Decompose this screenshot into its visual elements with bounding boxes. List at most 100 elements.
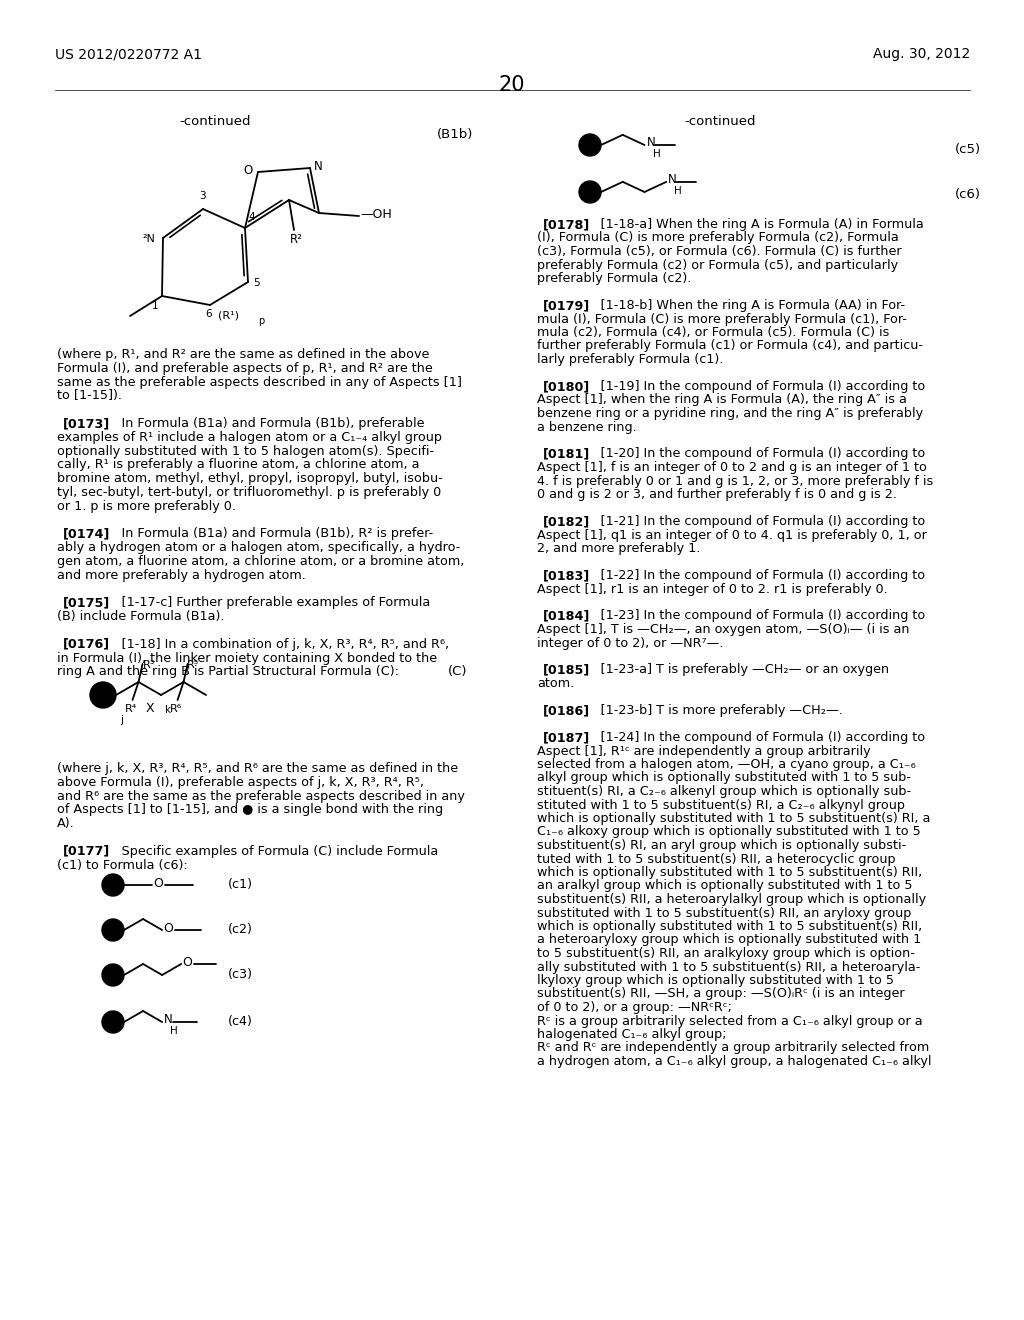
Text: 1: 1 — [152, 301, 159, 312]
Text: [1-20] In the compound of Formula (I) according to: [1-20] In the compound of Formula (I) ac… — [574, 447, 925, 461]
Text: O: O — [182, 956, 193, 969]
Text: N: N — [314, 160, 323, 173]
Text: -continued: -continued — [684, 115, 756, 128]
Text: In Formula (B1a) and Formula (B1b), preferable: In Formula (B1a) and Formula (B1b), pref… — [96, 417, 424, 430]
Text: substituent(s) RII, —SH, a group: —S(O)ᵢRᶜ (i is an integer: substituent(s) RII, —SH, a group: —S(O)ᵢ… — [537, 987, 904, 1001]
Text: 20: 20 — [499, 75, 525, 95]
Text: [0180]: [0180] — [543, 380, 590, 393]
Text: Aspect [1], r1 is an integer of 0 to 2. r1 is preferably 0.: Aspect [1], r1 is an integer of 0 to 2. … — [537, 582, 888, 595]
Text: H: H — [170, 1026, 178, 1036]
Text: tyl, sec-butyl, tert-butyl, or trifluoromethyl. p is preferably 0: tyl, sec-butyl, tert-butyl, or trifluoro… — [57, 486, 441, 499]
Text: [0176]: [0176] — [62, 638, 110, 651]
Text: substituent(s) RII, a heteroarylalkyl group which is optionally: substituent(s) RII, a heteroarylalkyl gr… — [537, 894, 926, 906]
Text: (c1) to Formula (c6):: (c1) to Formula (c6): — [57, 858, 187, 871]
Text: larly preferably Formula (c1).: larly preferably Formula (c1). — [537, 352, 723, 366]
Text: which is optionally substituted with 1 to 5 substituent(s) RI, a: which is optionally substituted with 1 t… — [537, 812, 931, 825]
Text: (c4): (c4) — [228, 1015, 253, 1028]
Text: selected from a halogen atom, —OH, a cyano group, a C₁₋₆: selected from a halogen atom, —OH, a cya… — [537, 758, 915, 771]
Text: alkyl group which is optionally substituted with 1 to 5 sub-: alkyl group which is optionally substitu… — [537, 771, 911, 784]
Text: (c2): (c2) — [228, 923, 253, 936]
Circle shape — [102, 919, 124, 941]
Text: a benzene ring.: a benzene ring. — [537, 421, 637, 433]
Text: O: O — [163, 921, 173, 935]
Text: which is optionally substituted with 1 to 5 substituent(s) RII,: which is optionally substituted with 1 t… — [537, 920, 923, 933]
Text: Formula (I), and preferable aspects of p, R¹, and R² are the: Formula (I), and preferable aspects of p… — [57, 362, 433, 375]
Text: [0182]: [0182] — [543, 515, 590, 528]
Text: k: k — [165, 705, 171, 715]
Circle shape — [579, 181, 601, 203]
Text: (c3): (c3) — [228, 968, 253, 981]
Text: [0178]: [0178] — [543, 218, 590, 231]
Text: 6: 6 — [205, 309, 212, 319]
Text: [1-21] In the compound of Formula (I) according to: [1-21] In the compound of Formula (I) ac… — [574, 515, 925, 528]
Text: above Formula (I), preferable aspects of j, k, X, R³, R⁴, R⁵,: above Formula (I), preferable aspects of… — [57, 776, 424, 789]
Text: ²N: ²N — [143, 234, 156, 244]
Text: —OH: —OH — [360, 209, 392, 220]
Text: halogenated C₁₋₆ alkyl group;: halogenated C₁₋₆ alkyl group; — [537, 1028, 727, 1041]
Text: Aspect [1], R¹ᶜ are independently a group arbitrarily: Aspect [1], R¹ᶜ are independently a grou… — [537, 744, 870, 758]
Text: preferably Formula (c2).: preferably Formula (c2). — [537, 272, 691, 285]
Text: [1-23-b] T is more preferably —CH₂—.: [1-23-b] T is more preferably —CH₂—. — [574, 704, 843, 717]
Text: [1-23] In the compound of Formula (I) according to: [1-23] In the compound of Formula (I) ac… — [574, 610, 925, 623]
Text: [0186]: [0186] — [543, 704, 590, 717]
Text: Rᶜ and Rᶜ are independently a group arbitrarily selected from: Rᶜ and Rᶜ are independently a group arbi… — [537, 1041, 929, 1055]
Text: (I), Formula (C) is more preferably Formula (c2), Formula: (I), Formula (C) is more preferably Form… — [537, 231, 899, 244]
Text: H: H — [652, 149, 660, 158]
Text: 4: 4 — [248, 213, 255, 222]
Text: (B1b): (B1b) — [437, 128, 473, 141]
Text: R⁵: R⁵ — [186, 660, 199, 671]
Text: [1-19] In the compound of Formula (I) according to: [1-19] In the compound of Formula (I) ac… — [574, 380, 925, 393]
Text: further preferably Formula (c1) or Formula (c4), and particu-: further preferably Formula (c1) or Formu… — [537, 339, 923, 352]
Text: N: N — [646, 136, 655, 149]
Text: and more preferably a hydrogen atom.: and more preferably a hydrogen atom. — [57, 569, 306, 582]
Text: H: H — [674, 186, 682, 195]
Text: a hydrogen atom, a C₁₋₆ alkyl group, a halogenated C₁₋₆ alkyl: a hydrogen atom, a C₁₋₆ alkyl group, a h… — [537, 1055, 932, 1068]
Text: stituted with 1 to 5 substituent(s) RI, a C₂₋₆ alkynyl group: stituted with 1 to 5 substituent(s) RI, … — [537, 799, 905, 812]
Text: integer of 0 to 2), or —NR⁷—.: integer of 0 to 2), or —NR⁷—. — [537, 636, 724, 649]
Text: an aralkyl group which is optionally substituted with 1 to 5: an aralkyl group which is optionally sub… — [537, 879, 912, 892]
Text: cally, R¹ is preferably a fluorine atom, a chlorine atom, a: cally, R¹ is preferably a fluorine atom,… — [57, 458, 420, 471]
Text: [0185]: [0185] — [543, 664, 590, 676]
Text: to [1-15]).: to [1-15]). — [57, 389, 122, 403]
Text: (where j, k, X, R³, R⁴, R⁵, and R⁶ are the same as defined in the: (where j, k, X, R³, R⁴, R⁵, and R⁶ are t… — [57, 762, 458, 775]
Text: R³: R³ — [142, 660, 155, 671]
Text: same as the preferable aspects described in any of Aspects [1]: same as the preferable aspects described… — [57, 376, 462, 388]
Text: ally substituted with 1 to 5 substituent(s) RII, a heteroaryla-: ally substituted with 1 to 5 substituent… — [537, 961, 921, 974]
Text: or 1. p is more preferably 0.: or 1. p is more preferably 0. — [57, 500, 236, 512]
Text: [1-24] In the compound of Formula (I) according to: [1-24] In the compound of Formula (I) ac… — [574, 731, 925, 744]
Text: mula (I), Formula (C) is more preferably Formula (c1), For-: mula (I), Formula (C) is more preferably… — [537, 313, 907, 326]
Text: [1-22] In the compound of Formula (I) according to: [1-22] In the compound of Formula (I) ac… — [574, 569, 925, 582]
Text: [0173]: [0173] — [62, 417, 110, 430]
Text: lkyloxy group which is optionally substituted with 1 to 5: lkyloxy group which is optionally substi… — [537, 974, 894, 987]
Text: atom.: atom. — [537, 677, 574, 690]
Text: Aspect [1], f is an integer of 0 to 2 and g is an integer of 1 to: Aspect [1], f is an integer of 0 to 2 an… — [537, 461, 927, 474]
Text: 3: 3 — [199, 191, 206, 201]
Circle shape — [102, 874, 124, 896]
Text: Aug. 30, 2012: Aug. 30, 2012 — [872, 48, 970, 61]
Text: (C): (C) — [449, 665, 468, 678]
Text: (c5): (c5) — [955, 143, 981, 156]
Text: [1-17-c] Further preferable examples of Formula: [1-17-c] Further preferable examples of … — [96, 597, 430, 610]
Text: tuted with 1 to 5 substituent(s) RII, a heterocyclic group: tuted with 1 to 5 substituent(s) RII, a … — [537, 853, 896, 866]
Circle shape — [102, 964, 124, 986]
Text: 4. f is preferably 0 or 1 and g is 1, 2, or 3, more preferably f is: 4. f is preferably 0 or 1 and g is 1, 2,… — [537, 474, 933, 487]
Text: substituent(s) RI, an aryl group which is optionally substi-: substituent(s) RI, an aryl group which i… — [537, 840, 906, 851]
Text: [1-18] In a combination of j, k, X, R³, R⁴, R⁵, and R⁶,: [1-18] In a combination of j, k, X, R³, … — [96, 638, 449, 651]
Text: ring A and the ring B is Partial Structural Formula (C):: ring A and the ring B is Partial Structu… — [57, 665, 399, 678]
Text: (where p, R¹, and R² are the same as defined in the above: (where p, R¹, and R² are the same as def… — [57, 348, 429, 360]
Text: US 2012/0220772 A1: US 2012/0220772 A1 — [55, 48, 202, 61]
Text: -continued: -continued — [179, 115, 251, 128]
Text: of Aspects [1] to [1-15], and ● is a single bond with the ring: of Aspects [1] to [1-15], and ● is a sin… — [57, 804, 443, 816]
Text: (c6): (c6) — [955, 187, 981, 201]
Text: a heteroaryloxy group which is optionally substituted with 1: a heteroaryloxy group which is optionall… — [537, 933, 922, 946]
Text: [1-18-b] When the ring A is Formula (AA) in For-: [1-18-b] When the ring A is Formula (AA)… — [574, 300, 905, 312]
Text: (c3), Formula (c5), or Formula (c6). Formula (C) is further: (c3), Formula (c5), or Formula (c6). For… — [537, 246, 901, 257]
Text: j: j — [120, 715, 123, 725]
Text: Aspect [1], T is —CH₂—, an oxygen atom, —S(O)ᵢ— (i is an: Aspect [1], T is —CH₂—, an oxygen atom, … — [537, 623, 909, 636]
Text: bromine atom, methyl, ethyl, propyl, isopropyl, butyl, isobu-: bromine atom, methyl, ethyl, propyl, iso… — [57, 473, 442, 486]
Text: [0179]: [0179] — [543, 300, 590, 312]
Text: [1-18-a] When the ring A is Formula (A) in Formula: [1-18-a] When the ring A is Formula (A) … — [574, 218, 924, 231]
Text: In Formula (B1a) and Formula (B1b), R² is prefer-: In Formula (B1a) and Formula (B1b), R² i… — [96, 528, 433, 540]
Text: in Formula (I), the linker moiety containing X bonded to the: in Formula (I), the linker moiety contai… — [57, 652, 437, 664]
Text: [0187]: [0187] — [543, 731, 590, 744]
